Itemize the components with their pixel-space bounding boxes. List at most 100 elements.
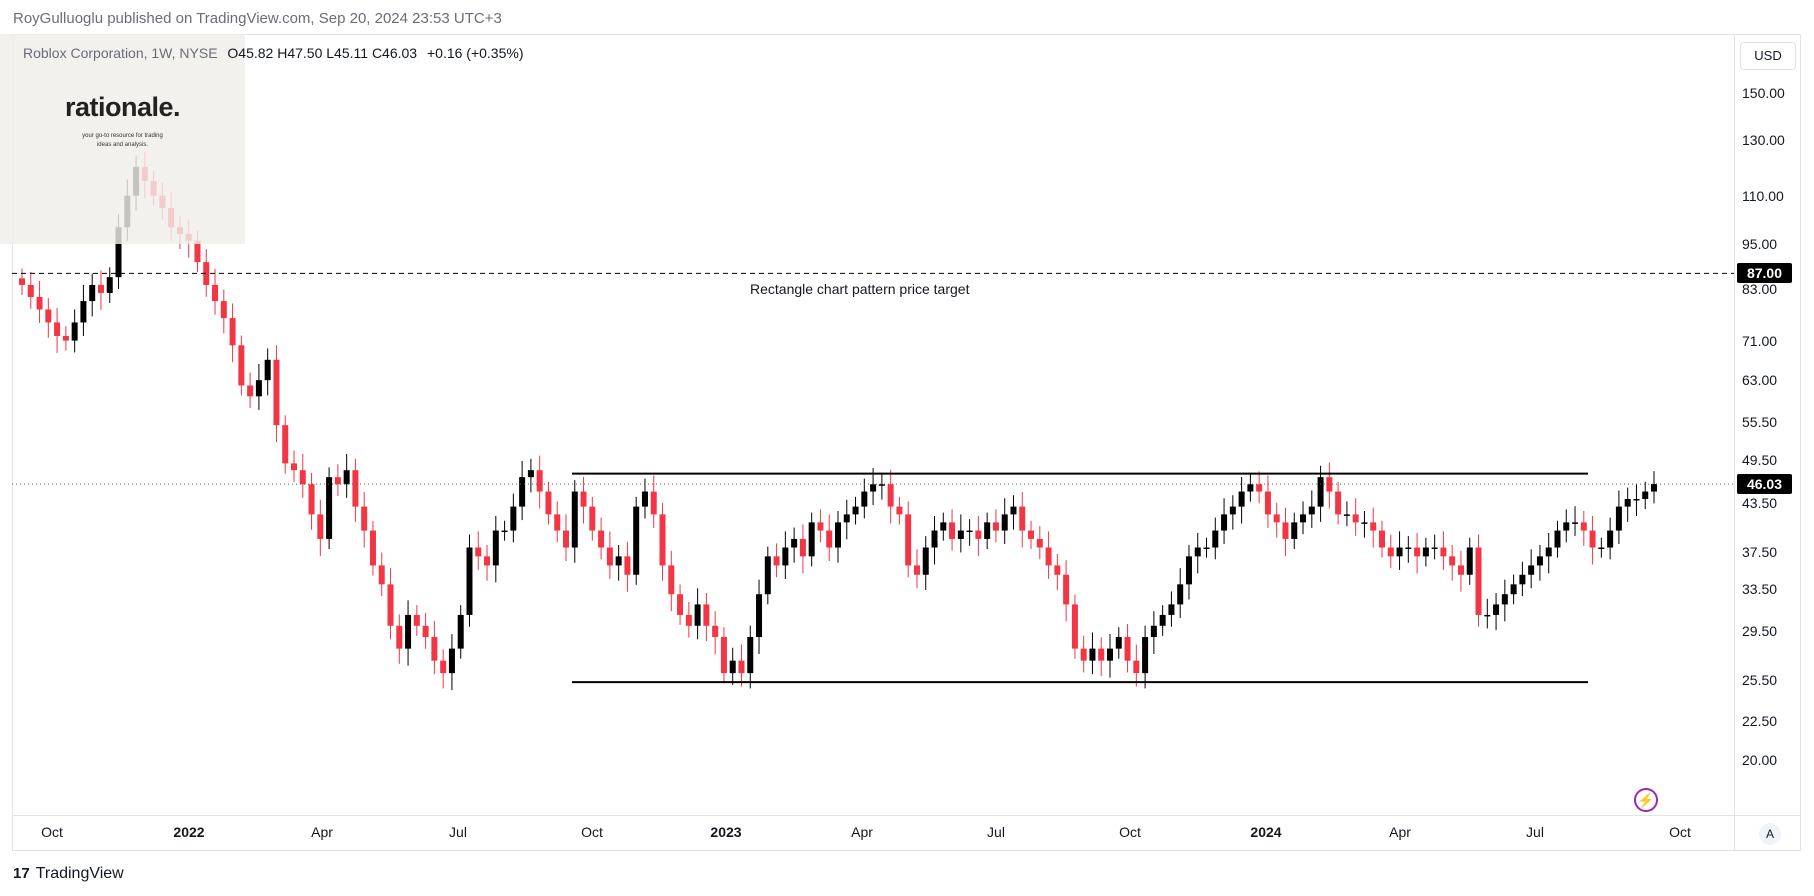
candle-body (343, 470, 350, 485)
candle-body (870, 484, 877, 492)
candle-body (45, 309, 52, 323)
candle-body (405, 614, 412, 649)
tradingview-wordmark: TradingView (35, 865, 124, 882)
candle-body (1352, 514, 1359, 523)
time-axis-divider (12, 815, 1801, 816)
candle-body (756, 594, 763, 638)
candle-body (308, 484, 315, 515)
candle-body (255, 380, 262, 397)
candle-body (519, 477, 526, 507)
symbol-legend[interactable]: Roblox Corporation, 1W, NYSE O45.82 H47.… (23, 45, 524, 61)
time-tick-label: Oct (581, 824, 603, 840)
watermark-logo-box: rationale. your go-to resource for tradi… (0, 34, 245, 244)
candle-body (1326, 477, 1333, 492)
currency-button[interactable]: USD (1740, 42, 1796, 70)
ohlc-values: O45.82 H47.50 L45.11 C46.03 (227, 45, 418, 61)
candle-body (1071, 604, 1078, 649)
candle-body (589, 506, 596, 531)
candle-body (1510, 584, 1517, 595)
watermark-tagline-line-2: ideas and analysis. (96, 142, 149, 148)
candle-body (1343, 514, 1350, 516)
candle-body (1238, 491, 1245, 507)
candle-body (194, 240, 201, 263)
price-target-label: 87.00 (1737, 263, 1792, 284)
candle-body (80, 301, 87, 323)
candle-body (334, 477, 341, 485)
time-tick-label: 2024 (1250, 824, 1282, 840)
candle-body (1545, 547, 1552, 557)
candle-body (1396, 547, 1403, 557)
candle-body (1045, 547, 1052, 566)
candle-body (799, 538, 806, 557)
candle-body (764, 556, 771, 595)
candle-body (1080, 648, 1087, 661)
price-tick-label: 20.00 (1742, 752, 1778, 768)
price-change: +0.16 (+0.35%) (426, 45, 524, 61)
candle-body (431, 637, 438, 661)
lightning-icon[interactable]: ⚡ (1634, 788, 1658, 812)
candle-body (606, 547, 613, 566)
price-target-annotation[interactable]: Rectangle chart pattern price target (750, 281, 970, 297)
candle-body (1554, 530, 1561, 548)
candle-body (1247, 484, 1254, 492)
auto-scale-button[interactable]: A (1759, 823, 1781, 845)
candle-body (71, 322, 78, 341)
candle-body (1203, 547, 1210, 550)
candle-body (1063, 574, 1070, 605)
candle-body (738, 660, 745, 674)
candle-body (747, 637, 754, 674)
candle-body (1282, 522, 1289, 539)
watermark-tagline: your go-to resource for trading ideas an… (0, 132, 245, 150)
candle-body (527, 470, 534, 478)
candle-body (203, 262, 210, 285)
candle-body (1536, 556, 1543, 566)
candle-body (1159, 614, 1166, 626)
candle-body (773, 556, 780, 566)
candle-body (720, 637, 727, 674)
candle-body (677, 594, 684, 615)
candle-body (1308, 506, 1315, 515)
price-tick-label: 95.00 (1742, 236, 1778, 253)
chart-frame (12, 34, 1801, 851)
candle-body (1528, 565, 1535, 575)
candle-body (1335, 491, 1342, 515)
candle-body (1598, 547, 1605, 550)
candle-body (510, 506, 517, 531)
candle-body (264, 359, 271, 381)
candle-body (212, 284, 219, 302)
candle-body (1475, 547, 1482, 615)
candle-body (1414, 547, 1421, 557)
candle-body (396, 625, 403, 649)
time-tick-label: Apr (851, 824, 873, 840)
candle-body (115, 227, 122, 278)
candle-body (282, 425, 289, 464)
candle-body (913, 565, 920, 575)
candle-body (712, 625, 719, 638)
candle-body (861, 491, 868, 507)
candle-body (694, 604, 701, 626)
candle-body (896, 506, 903, 515)
tradingview-brand[interactable]: 17 TradingView (13, 865, 124, 883)
candle-body (1651, 484, 1657, 492)
candle-body (984, 522, 991, 539)
candle-body (1572, 522, 1579, 524)
candle-body (1580, 522, 1587, 531)
candle-body (922, 547, 929, 575)
candle-body (563, 530, 569, 548)
candle-body (1387, 547, 1394, 557)
candle-body (1405, 547, 1412, 550)
time-tick-label: Oct (1119, 824, 1141, 840)
candlestick-chart[interactable] (12, 34, 1734, 815)
candle-body (457, 614, 464, 649)
candle-body (650, 491, 657, 515)
candle-body (571, 491, 578, 548)
price-tick-label: 110.00 (1742, 187, 1784, 204)
time-tick-label: Oct (1669, 824, 1691, 840)
watermark-logo: rationale. (64, 92, 181, 122)
candle-body (703, 604, 710, 626)
price-tick-label: 63.00 (1742, 372, 1778, 389)
candle-body (1361, 522, 1368, 524)
candle-body (826, 530, 833, 548)
candle-body (475, 547, 482, 557)
candle-body (1177, 584, 1184, 605)
